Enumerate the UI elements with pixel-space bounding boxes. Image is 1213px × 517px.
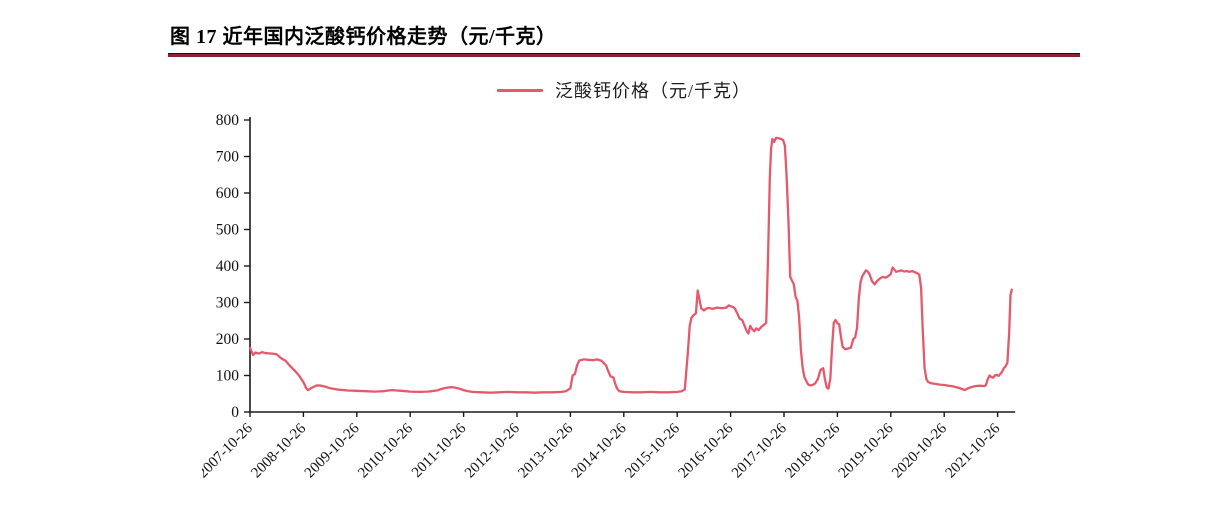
x-axis-tick-label: 2015-10-26 — [622, 420, 683, 481]
price-chart-svg: 0 100 200 300 400 500 600 700 800 2007-10-262008-… — [202, 112, 1016, 481]
x-axis-tick-label: 2018-10-26 — [782, 420, 843, 481]
x-axis-tick-label: 2007-10-26 — [202, 420, 256, 481]
x-axis-tick-label: 2010-10-26 — [355, 420, 416, 481]
y-axis-tick-label: 800 — [216, 112, 240, 129]
y-axis-tick-label: 300 — [216, 295, 240, 312]
axis-lines — [249, 117, 1016, 413]
legend-label: 泛酸钙价格（元/千克） — [555, 81, 751, 101]
y-axis-tick-label: 200 — [216, 331, 240, 348]
price-line-series — [248, 136, 1013, 394]
x-axis-tick-label: 2013-10-26 — [515, 420, 576, 481]
x-axis-tick-label: 2020-10-26 — [889, 420, 950, 481]
x-axis-tick-label: 2016-10-26 — [676, 420, 737, 481]
x-axis-tick-label: 2014-10-26 — [569, 420, 630, 481]
x-axis-tick-label: 2019-10-26 — [836, 420, 897, 481]
y-axis-tick-label: 500 — [216, 222, 240, 239]
x-axis-tick-label: 2017-10-26 — [729, 420, 790, 481]
legend-line-swatch — [497, 88, 543, 92]
chart-legend: 泛酸钙价格（元/千克） — [168, 78, 1080, 102]
x-axis-tick-label: 2012-10-26 — [462, 420, 523, 481]
y-axis-tick-label: 700 — [216, 149, 240, 166]
y-axis-tick-label: 0 — [231, 404, 239, 421]
y-axis-tick-label: 100 — [216, 368, 240, 385]
figure-title: 图 17 近年国内泛酸钙价格走势（元/千克） — [170, 26, 557, 48]
title-rule — [168, 53, 1080, 57]
x-axis-tick-label: 2008-10-26 — [248, 420, 309, 481]
y-axis-tick-label: 400 — [216, 258, 240, 275]
price-trend-chart: 0 100 200 300 400 500 600 700 800 2007-10-26 2008-… — [202, 103, 1060, 509]
x-axis-tick-label: 2009-10-26 — [302, 420, 363, 481]
x-axis-tick-label: 2021-10-26 — [943, 420, 1004, 481]
x-axis-tick-label: 2011-10-26 — [409, 420, 470, 481]
y-axis-tick-label: 600 — [216, 185, 240, 202]
